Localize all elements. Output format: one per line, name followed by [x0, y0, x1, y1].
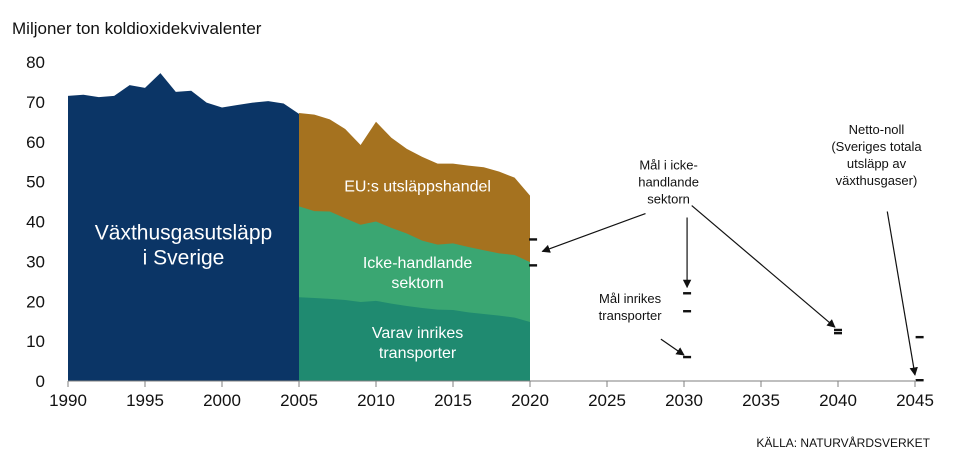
annotation-line: Mål inrikes — [599, 291, 662, 306]
annotation-arrow — [541, 212, 646, 253]
area-label-line: sektorn — [391, 275, 443, 292]
x-tick-label: 2030 — [665, 391, 703, 410]
y-tick-label: 10 — [26, 332, 45, 351]
x-tick-label: 2005 — [280, 391, 318, 410]
x-tick-label: 2045 — [896, 391, 934, 410]
area-total — [68, 73, 299, 381]
target-mark — [834, 331, 842, 335]
area-label-total: Växthusgasutsläpp i Sverige — [95, 221, 272, 269]
annotation-line: transporter — [599, 308, 663, 323]
x-tick-label: 1990 — [49, 391, 87, 410]
target-marks-group — [529, 238, 924, 382]
area-label-line: Växthusgasutsläpp — [95, 221, 272, 244]
annotation-arrow — [691, 205, 836, 328]
y-tick-label: 80 — [26, 53, 45, 72]
x-tick-label: 1995 — [126, 391, 164, 410]
area-label-line: transporter — [379, 345, 457, 362]
source-note: KÄLLA: NATURVÅRDSVERKET — [756, 435, 930, 450]
target-mark — [834, 328, 842, 332]
area-label-line: Icke-handlande — [363, 255, 473, 272]
area-label-non-trading: Icke-handlande sektorn — [363, 255, 473, 292]
area-label-transport: Varav inrikes transporter — [372, 325, 463, 362]
y-tick-label: 50 — [26, 173, 45, 192]
area-series-group — [68, 73, 530, 381]
annotations-group: Mål i icke-handlande sektorn Mål inrikes tr… — [541, 122, 922, 376]
area-label-line: EU:s utsläppshandel — [344, 179, 491, 196]
target-mark — [915, 335, 924, 339]
x-tick-label: 2040 — [819, 391, 857, 410]
x-tick-label: 2015 — [434, 391, 472, 410]
y-tick-label: 20 — [26, 292, 45, 311]
annotation-line: växthusgaser) — [836, 173, 918, 188]
target-mark — [683, 292, 692, 295]
annotation-arrow — [660, 338, 685, 356]
annotation-arrow — [886, 211, 918, 376]
annotation-line: handlande — [638, 175, 699, 190]
annotation-line: utsläpp av — [847, 156, 907, 171]
annotation-text: Mål i icke-handlande sektorn — [638, 158, 699, 207]
axes-group: 1990 1995 2000 2005 2010 2015 2020 2025 2030 2035… — [26, 53, 934, 410]
area-label-line: Varav inrikes — [372, 325, 463, 342]
y-tick-label: 30 — [26, 252, 45, 271]
x-tick-label: 2020 — [511, 391, 549, 410]
annotation-line: Mål i icke- — [639, 158, 698, 173]
target-mark — [529, 238, 538, 241]
y-tick-label: 70 — [26, 93, 45, 112]
y-tick-label: 60 — [26, 133, 45, 152]
target-mark — [683, 355, 692, 359]
x-tick-label: 2025 — [588, 391, 626, 410]
annotation-text: Netto-noll (Sveriges totala utsläpp av växt… — [831, 122, 922, 188]
target-mark — [683, 310, 692, 313]
x-tick-label: 2035 — [742, 391, 780, 410]
area-labels-group: Växthusgasutsläpp i Sverige EU:s utsläppsh… — [95, 179, 491, 362]
area-label-line: i Sverige — [143, 246, 225, 269]
target-mark — [529, 264, 538, 267]
y-axis-title: Miljoner ton koldioxidekvivalenter — [12, 19, 262, 38]
annotation-line: sektorn — [647, 192, 690, 207]
y-tick-label: 0 — [36, 372, 45, 391]
annotation-net-zero: Netto-noll (Sveriges totala utsläpp av växt… — [831, 122, 922, 376]
annotation-non-trading-goal: Mål i icke-handlande sektorn — [541, 158, 836, 328]
y-tick-label: 40 — [26, 213, 45, 232]
target-mark — [915, 379, 924, 382]
annotation-text: Mål inrikes transporter — [599, 291, 663, 323]
annotation-line: (Sveriges totala — [831, 139, 922, 154]
x-tick-label: 2010 — [357, 391, 395, 410]
annotation-line: Netto-noll — [849, 122, 905, 137]
x-tick-label: 2000 — [203, 391, 241, 410]
area-transport — [299, 297, 530, 381]
area-label-ets: EU:s utsläppshandel — [344, 179, 491, 196]
annotation-transport-goal: Mål inrikes transporter — [599, 291, 685, 356]
